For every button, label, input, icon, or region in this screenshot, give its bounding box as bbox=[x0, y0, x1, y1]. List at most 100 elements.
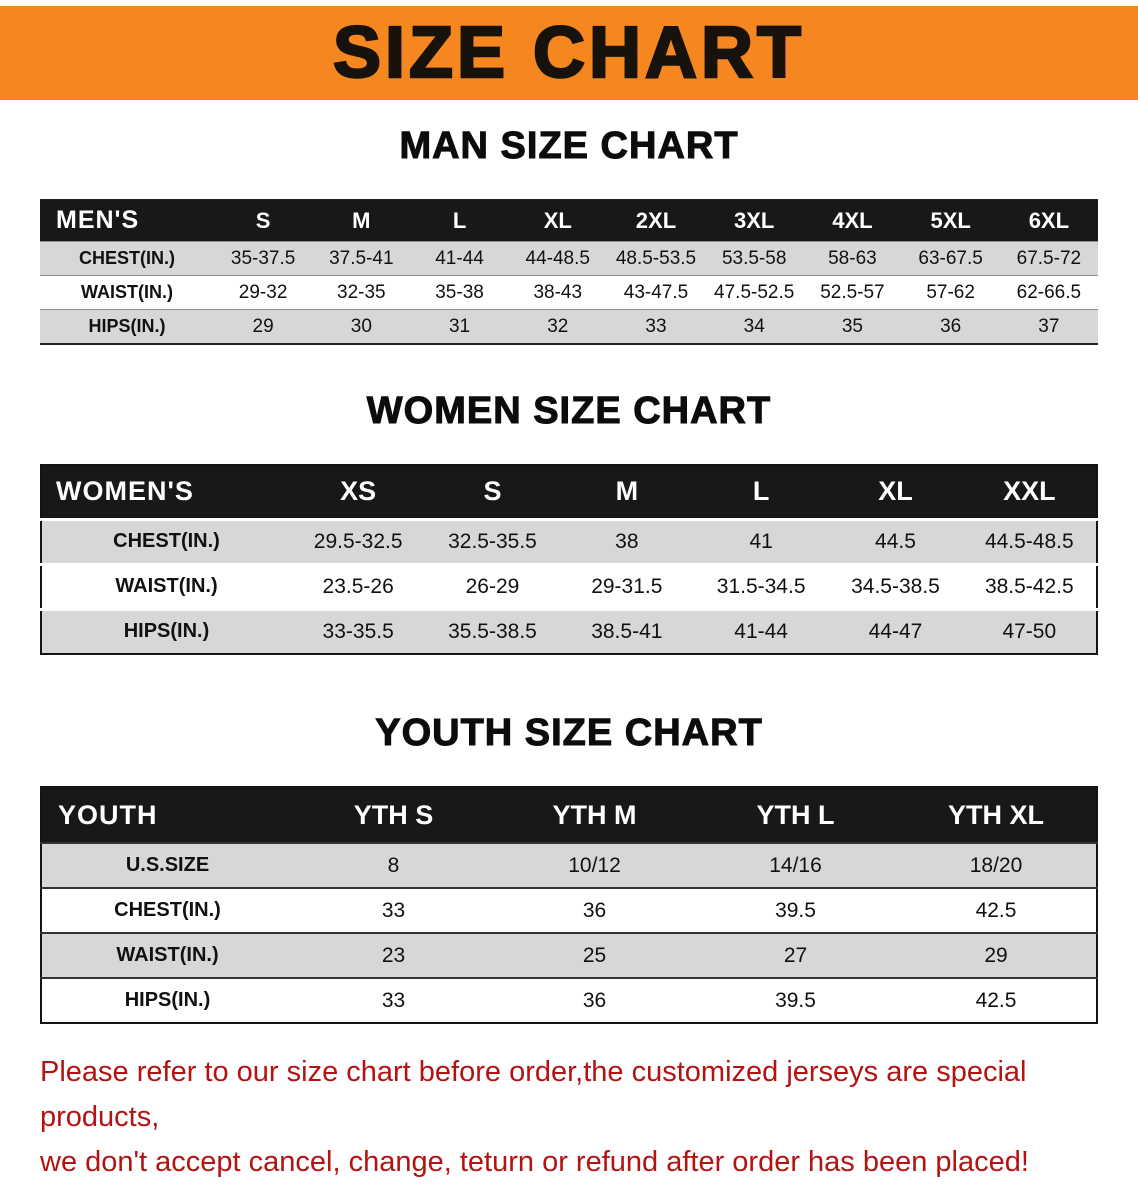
table-cell: 35 bbox=[841, 315, 863, 337]
row-label: HIPS(IN.) bbox=[88, 316, 166, 337]
youth-col-header: YTH M bbox=[552, 799, 637, 830]
men-row-chest: CHEST(IN.) 35-37.5 37.5-41 41-44 44-48.5… bbox=[40, 241, 1098, 276]
women-header-row: WOMEN'S XS S M L XL XXL bbox=[41, 465, 1097, 520]
youth-col-header: YTH L bbox=[756, 799, 835, 830]
table-cell: 34.5-38.5 bbox=[851, 574, 940, 598]
disclaimer: Please refer to our size chart before or… bbox=[40, 1050, 1112, 1185]
men-size-table: MEN'S S M L XL 2XL 3XL 4XL 5XL 6XL CHEST… bbox=[40, 199, 1098, 345]
table-cell: 44.5 bbox=[875, 529, 916, 553]
women-col-header: S bbox=[483, 476, 502, 507]
table-cell: 47.5-52.5 bbox=[714, 281, 795, 303]
table-cell: 39.5 bbox=[775, 898, 816, 922]
table-cell: 38.5-41 bbox=[591, 619, 663, 643]
row-label: CHEST(IN.) bbox=[79, 248, 175, 269]
disclaimer-line: we don't accept cancel, change, teturn o… bbox=[40, 1146, 1029, 1179]
table-cell: 37 bbox=[1038, 315, 1060, 337]
table-cell: 44-48.5 bbox=[525, 247, 590, 269]
table-cell: 33 bbox=[645, 315, 667, 337]
banner: SIZE CHART bbox=[0, 6, 1138, 100]
table-cell: 30 bbox=[350, 315, 372, 337]
table-cell: 29 bbox=[984, 943, 1008, 967]
table-cell: 33 bbox=[381, 898, 406, 922]
youth-header-row: YOUTH YTH S YTH M YTH L YTH XL bbox=[41, 787, 1097, 844]
page-title: SIZE CHART bbox=[332, 13, 805, 93]
table-cell: 29.5-32.5 bbox=[313, 529, 403, 553]
row-label: HIPS(IN.) bbox=[124, 989, 211, 1012]
men-col-header: L bbox=[452, 207, 467, 233]
youth-row-waist: WAIST(IN.) 23 25 27 29 bbox=[41, 933, 1097, 979]
table-cell: 23.5-26 bbox=[322, 574, 394, 598]
women-col-header: XS bbox=[340, 476, 377, 507]
youth-heading: YOUTH SIZE CHART bbox=[375, 712, 763, 755]
women-size-table: WOMEN'S XS S M L XL XXL CHEST(IN.) 29.5-… bbox=[40, 464, 1098, 656]
youth-size-table: YOUTH YTH S YTH M YTH L YTH XL U.S.SIZE … bbox=[40, 786, 1098, 1025]
table-cell: 36 bbox=[940, 315, 962, 337]
table-cell: 26-29 bbox=[465, 574, 520, 598]
men-table-title: MEN'S bbox=[56, 206, 140, 235]
table-cell: 38.5-42.5 bbox=[984, 574, 1074, 598]
youth-col-header: YTH S bbox=[353, 799, 434, 830]
men-col-header: 4XL bbox=[832, 207, 873, 233]
men-col-header: M bbox=[352, 207, 371, 233]
men-col-header: XL bbox=[543, 207, 572, 233]
table-cell: 37.5-41 bbox=[329, 247, 394, 269]
row-label: HIPS(IN.) bbox=[123, 620, 210, 643]
row-label: WAIST(IN.) bbox=[116, 944, 219, 967]
table-cell: 25 bbox=[582, 943, 607, 967]
women-col-header: XL bbox=[878, 476, 913, 507]
table-cell: 62-66.5 bbox=[1016, 281, 1082, 303]
youth-row-ussize: U.S.SIZE 8 10/12 14/16 18/20 bbox=[41, 843, 1097, 889]
men-col-header: 2XL bbox=[635, 207, 677, 233]
table-cell: 10/12 bbox=[568, 853, 621, 877]
women-table-title: WOMEN'S bbox=[56, 476, 194, 507]
table-cell: 14/16 bbox=[769, 853, 822, 877]
men-col-header: 6XL bbox=[1028, 207, 1070, 233]
row-label: CHEST(IN.) bbox=[113, 530, 220, 553]
table-cell: 33-35.5 bbox=[322, 619, 394, 643]
table-cell: 63-67.5 bbox=[918, 247, 983, 269]
table-cell: 32.5-35.5 bbox=[448, 529, 537, 553]
table-cell: 31 bbox=[448, 315, 471, 337]
women-col-header: M bbox=[615, 476, 639, 507]
table-cell: 58-63 bbox=[828, 247, 877, 269]
table-cell: 34 bbox=[743, 315, 765, 337]
youth-col-header: YTH XL bbox=[947, 799, 1044, 830]
youth-table-title: YOUTH bbox=[58, 799, 158, 830]
women-heading: WOMEN SIZE CHART bbox=[366, 389, 772, 433]
row-label: WAIST(IN.) bbox=[115, 575, 218, 598]
size-chart-page: SIZE CHART MAN SIZE CHART MEN'S S M L XL… bbox=[0, 6, 1138, 1185]
table-cell: 38-43 bbox=[533, 281, 583, 303]
women-row-hips: HIPS(IN.) 33-35.5 35.5-38.5 38.5-41 41-4… bbox=[41, 609, 1097, 655]
men-heading: MAN SIZE CHART bbox=[399, 125, 739, 168]
women-row-chest: CHEST(IN.) 29.5-32.5 32.5-35.5 38 41 44.… bbox=[41, 519, 1097, 565]
women-col-header: L bbox=[752, 476, 770, 507]
table-cell: 27 bbox=[783, 943, 808, 967]
table-cell: 53.5-58 bbox=[721, 247, 787, 269]
table-cell: 35-37.5 bbox=[230, 247, 296, 269]
table-cell: 31.5-34.5 bbox=[716, 574, 806, 598]
youth-row-chest: CHEST(IN.) 33 36 39.5 42.5 bbox=[41, 888, 1097, 934]
table-cell: 18/20 bbox=[969, 853, 1023, 877]
men-col-header: 5XL bbox=[930, 207, 971, 233]
table-cell: 41 bbox=[749, 529, 773, 553]
table-cell: 41-44 bbox=[734, 619, 788, 643]
youth-row-hips: HIPS(IN.) 33 36 39.5 42.5 bbox=[41, 978, 1097, 1024]
table-cell: 42.5 bbox=[975, 988, 1017, 1012]
table-cell: 29-31.5 bbox=[591, 574, 663, 598]
row-label: CHEST(IN.) bbox=[114, 899, 221, 922]
table-cell: 41-44 bbox=[435, 247, 484, 269]
table-cell: 32-35 bbox=[337, 281, 386, 303]
men-col-header: 3XL bbox=[734, 207, 775, 233]
table-cell: 23 bbox=[381, 943, 406, 967]
table-cell: 29 bbox=[252, 315, 274, 337]
disclaimer-line: Please refer to our size chart before or… bbox=[40, 1056, 1027, 1134]
men-header-row: MEN'S S M L XL 2XL 3XL 4XL 5XL 6XL bbox=[40, 199, 1098, 242]
table-cell: 8 bbox=[387, 853, 400, 877]
table-cell: 48.5-53.5 bbox=[615, 247, 697, 269]
table-cell: 44.5-48.5 bbox=[984, 529, 1074, 553]
table-cell: 29-32 bbox=[238, 281, 288, 303]
table-cell: 36 bbox=[582, 988, 607, 1012]
men-row-hips: HIPS(IN.) 29 30 31 32 33 34 35 36 37 bbox=[40, 309, 1098, 344]
table-cell: 42.5 bbox=[975, 898, 1017, 922]
women-col-header: XXL bbox=[1003, 476, 1056, 507]
